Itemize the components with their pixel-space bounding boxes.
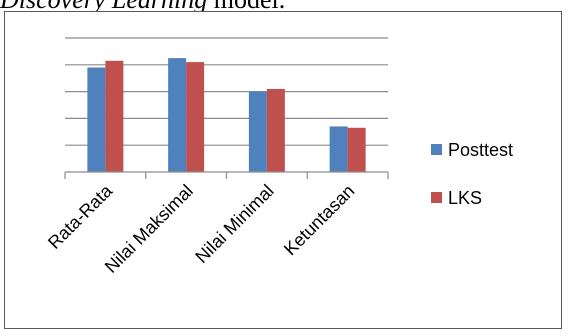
bar-lks-rata-rata xyxy=(105,60,124,172)
bar-lks-nilai-minimal xyxy=(266,88,285,172)
bar-posttest-rata-rata xyxy=(87,67,106,172)
category-label-nilai-minimal: Nilai Minimal xyxy=(191,181,277,267)
bar-lks-ketuntasan xyxy=(347,127,366,172)
x-axis xyxy=(64,171,389,179)
legend-label-posttest: Posttest xyxy=(448,140,513,160)
bars xyxy=(87,58,366,173)
bar-lks-nilai-maksimal xyxy=(186,62,205,173)
legend-swatch-posttest xyxy=(431,144,442,155)
bar-posttest-ketuntasan xyxy=(329,126,348,172)
legend: Posttest LKS xyxy=(431,140,513,208)
category-label-ketuntasan: Ketuntasan xyxy=(280,181,359,260)
figure-caption: Discovery Learning model. xyxy=(0,0,570,14)
caption-rest: model. xyxy=(207,0,286,14)
category-label-rata-rata: Rata-Rata xyxy=(44,180,117,253)
legend-swatch-lks xyxy=(431,192,442,203)
caption-italic: Discovery Learning xyxy=(0,0,207,14)
bar-posttest-nilai-maksimal xyxy=(168,58,187,172)
legend-label-lks: LKS xyxy=(448,188,482,208)
bar-posttest-nilai-minimal xyxy=(248,91,267,172)
